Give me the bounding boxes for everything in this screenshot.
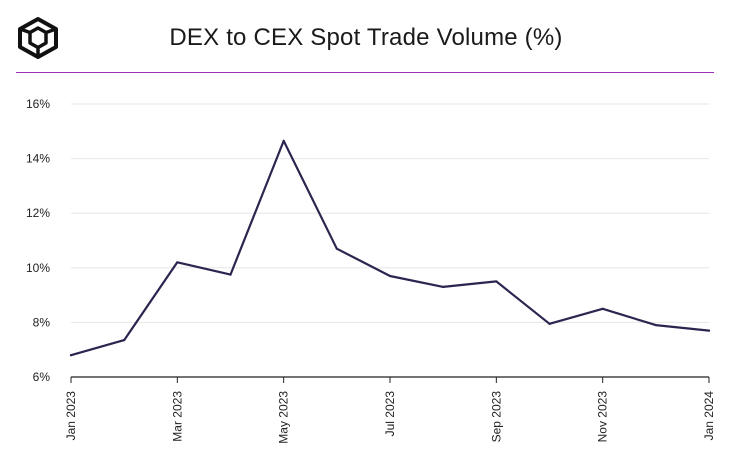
y-tick-label: 16% xyxy=(26,97,50,111)
x-tick-label: Jan 2024 xyxy=(702,391,716,441)
data-point xyxy=(548,322,551,325)
chart-title: DEX to CEX Spot Trade Volume (%) xyxy=(169,24,563,51)
x-tick-label: Nov 2023 xyxy=(596,391,610,443)
data-point xyxy=(654,324,657,327)
data-point xyxy=(123,339,126,342)
x-tick-label: Jul 2023 xyxy=(383,391,397,437)
data-point xyxy=(229,273,232,276)
x-tick-label: May 2023 xyxy=(277,391,291,444)
series-line xyxy=(69,139,711,357)
data-point xyxy=(388,274,392,278)
data-point xyxy=(601,307,604,310)
x-tick-label: Sep 2023 xyxy=(489,391,503,443)
data-point xyxy=(69,354,73,357)
data-point xyxy=(707,329,711,332)
y-tick-label: 6% xyxy=(33,370,51,384)
y-tick-label: 8% xyxy=(33,315,51,329)
data-point xyxy=(495,280,498,283)
data-point xyxy=(176,261,179,264)
data-point xyxy=(335,247,338,250)
y-tick-label: 10% xyxy=(26,261,50,275)
x-tick-label: Jan 2023 xyxy=(64,391,78,441)
data-point xyxy=(282,139,285,142)
y-tick-label: 14% xyxy=(26,152,50,166)
x-tick-label: Mar 2023 xyxy=(170,391,184,442)
y-tick-label: 12% xyxy=(26,206,50,220)
title-divider xyxy=(16,72,714,73)
cube-logo-icon xyxy=(18,17,58,59)
data-point xyxy=(442,285,445,289)
